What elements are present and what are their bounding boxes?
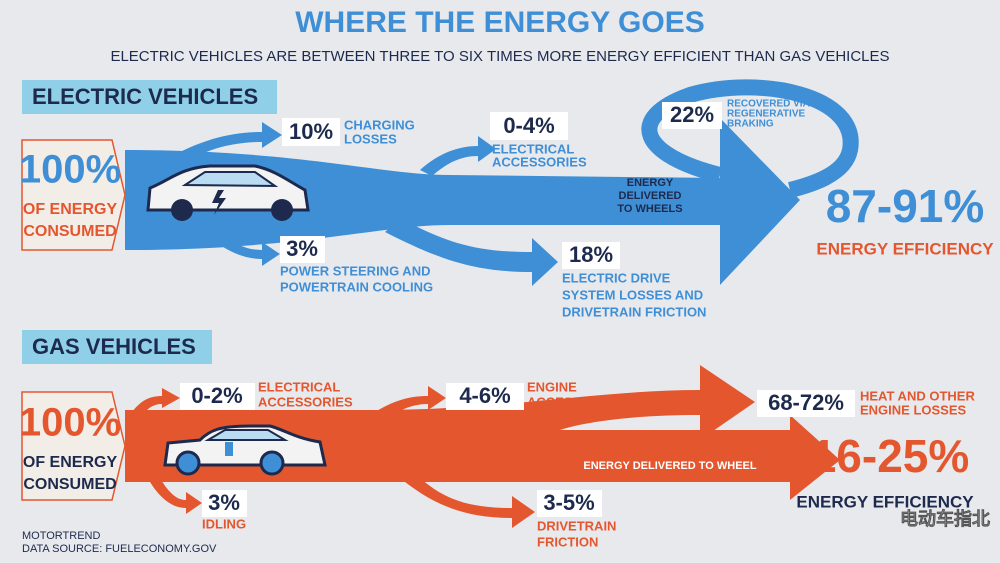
section-heading: GAS VEHICLES <box>32 334 196 359</box>
branch-arrow <box>405 478 535 528</box>
flow-label: ELECTRICAL <box>258 379 340 394</box>
branch-arrow <box>165 122 282 165</box>
branch-arrow <box>130 388 180 420</box>
flow-label: FRICTION <box>537 534 598 549</box>
flow-label: REGENERATIVE <box>727 109 805 120</box>
flow-value: 22% <box>670 102 714 127</box>
flow-value: 3-5% <box>543 490 594 515</box>
branch-arrow <box>385 218 558 286</box>
section-heading: ELECTRIC VEHICLES <box>32 84 258 109</box>
flow-value: 18% <box>569 242 613 267</box>
main-flow-label: TO WHEELS <box>617 203 682 215</box>
flow-value: 3% <box>286 236 318 261</box>
flow-label: ACCESSORIES <box>527 394 622 409</box>
flows <box>125 118 800 286</box>
flow-label: RECOVERED VIA <box>727 99 810 110</box>
subtitle: ELECTRIC VEHICLES ARE BETWEEN THREE TO S… <box>110 48 889 65</box>
title: WHERE THE ENERGY GOES <box>295 6 705 39</box>
flow-label: POWER STEERING AND <box>280 263 430 278</box>
flow-label: ELECTRICAL <box>492 141 574 156</box>
flow-label: ACCESSORIES <box>492 154 587 169</box>
flow-value: 0-4% <box>503 113 554 138</box>
main-flow-label: ENERGY DELIVERED TO WHEEL <box>583 460 756 472</box>
flow-value: 10% <box>289 119 333 144</box>
flow-value: 68-72% <box>768 390 844 415</box>
flow-label: ELECTRIC DRIVE <box>562 270 671 285</box>
flow-values: 0-2% ELECTRICAL ACCESSORIES 4-6% ENGINE … <box>180 379 975 549</box>
flow-label: BRAKING <box>727 119 774 130</box>
flow-values: 10% CHARGING LOSSES 0-4% ELECTRICAL ACCE… <box>280 99 810 319</box>
input-value: 100% <box>19 401 121 445</box>
main-flow-label: ENERGY <box>627 177 674 189</box>
output-label: ENERGY EFFICIENCY <box>796 492 974 511</box>
input-value: 100% <box>19 148 121 192</box>
main-flow-label: DELIVERED <box>619 190 682 202</box>
input-label: OF ENERGY <box>23 201 118 218</box>
output-label: ENERGY EFFICIENCY <box>816 239 994 258</box>
output-value: 87-91% <box>826 180 985 232</box>
flow-label: ACCESSORIES <box>258 394 353 409</box>
flow-label: POWERTRAIN COOLING <box>280 279 433 294</box>
branch-arrow <box>150 478 202 514</box>
flow-label: DRIVETRAIN FRICTION <box>562 304 706 319</box>
branch-arrow <box>420 136 496 176</box>
branch-arrow <box>210 232 280 266</box>
flow-value: 3% <box>208 490 240 515</box>
watermark: 电动车指北 <box>900 508 990 529</box>
flow-label: DRIVETRAIN <box>537 518 616 533</box>
flow-value: 0-2% <box>191 383 242 408</box>
flow-label: IDLING <box>202 516 246 531</box>
gas-car <box>163 424 327 476</box>
flow-label: HEAT AND OTHER <box>860 388 975 403</box>
footer-line: MOTORTREND <box>22 530 100 542</box>
input-label: CONSUMED <box>23 223 116 240</box>
regen-loop <box>641 79 859 198</box>
flow-label: LOSSES <box>344 131 397 146</box>
flow-value: 4-6% <box>459 383 510 408</box>
input-box <box>21 391 126 501</box>
main-flow <box>125 118 800 285</box>
output-value: 16-25% <box>811 430 970 482</box>
ev-car <box>146 164 310 221</box>
input-box <box>21 139 126 251</box>
flow-label: SYSTEM LOSSES AND <box>562 287 703 302</box>
footer-line: DATA SOURCE: FUELECONOMY.GOV <box>22 543 217 555</box>
branch-arrow <box>375 386 446 418</box>
heading-box <box>22 80 277 114</box>
flow-label: CHARGING <box>344 117 415 132</box>
input-label: OF ENERGY <box>23 454 118 471</box>
input-label: CONSUMED <box>23 476 116 493</box>
heading-box <box>22 330 212 364</box>
flow-label: ENGINE <box>527 379 577 394</box>
flow-label: ENGINE LOSSES <box>860 402 967 417</box>
